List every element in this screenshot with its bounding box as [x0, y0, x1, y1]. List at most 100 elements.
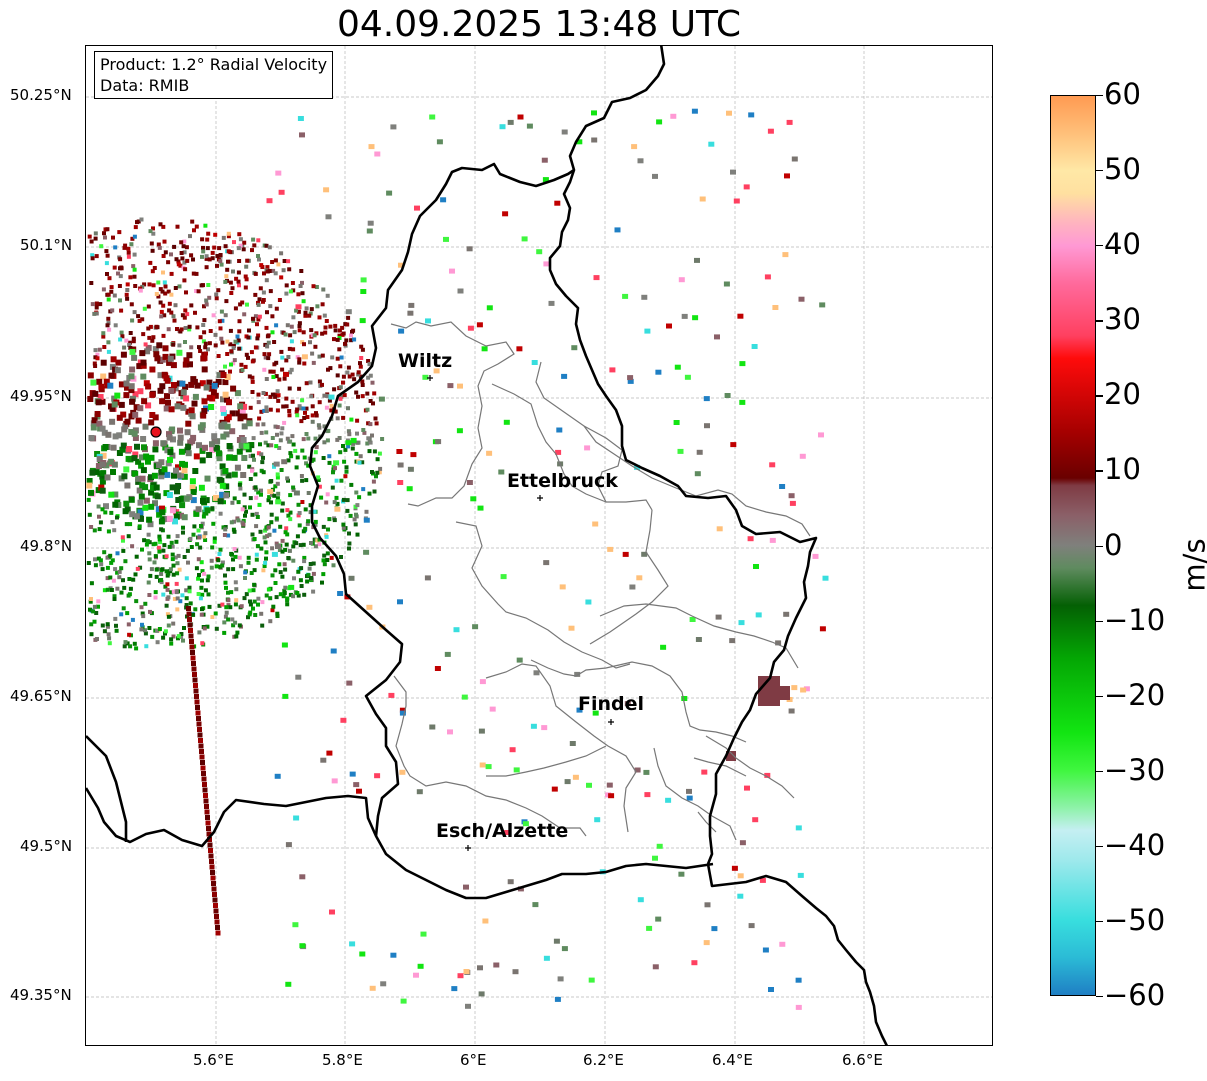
radar-echo: [220, 602, 225, 607]
radar-echo: [126, 446, 133, 452]
radar-echo: [324, 405, 329, 410]
radar-echo: [233, 339, 238, 344]
radar-echo: [107, 276, 112, 281]
radar-echo: [200, 237, 205, 242]
radar-echoes: [86, 108, 829, 1010]
radar-echo: [106, 297, 111, 302]
radar-echo: [166, 431, 172, 438]
radar-echo: [239, 604, 244, 609]
radar-echo: [138, 286, 143, 291]
radar-echo: [217, 498, 224, 505]
radar-echo: [248, 599, 252, 604]
radar-echo: [236, 518, 241, 523]
radar-echo: [275, 425, 280, 430]
radar-echo: [819, 302, 826, 308]
radar-echo: [451, 986, 458, 992]
radar-echo: [481, 346, 488, 352]
radar-echo: [134, 554, 139, 559]
radar-echo: [194, 382, 201, 389]
radar-echo: [368, 440, 373, 445]
radar-echo: [127, 577, 132, 581]
radar-echo: [678, 871, 685, 877]
radar-echo: [213, 903, 218, 908]
radar-echo: [178, 329, 183, 334]
radar-echo: [194, 224, 199, 229]
radar-echo: [224, 423, 231, 430]
radar-echo: [398, 328, 405, 334]
radar-echo: [769, 462, 776, 468]
radar-echo: [100, 452, 107, 459]
radar-echo: [187, 361, 193, 368]
radar-echo: [328, 366, 333, 371]
radar-echo: [240, 507, 245, 512]
lat-tick-label: 49.35°N: [10, 986, 72, 1004]
radar-echo: [274, 444, 279, 449]
radar-echo: [261, 290, 266, 295]
radar-echo: [366, 359, 371, 363]
radar-echo: [188, 407, 195, 414]
radar-echo: [148, 324, 153, 329]
radar-echo: [234, 390, 241, 397]
radar-echo: [212, 539, 217, 544]
radar-echo: [812, 553, 819, 559]
radar-echo: [222, 533, 227, 537]
radar-echo: [197, 732, 203, 738]
radar-echo: [178, 448, 185, 455]
radar-echo: [288, 592, 293, 597]
radar-echo: [345, 498, 350, 503]
radar-echo: [189, 303, 194, 308]
radar-echo: [119, 308, 124, 313]
radar-echo: [86, 561, 91, 565]
radar-echo: [231, 343, 236, 348]
radar-echo: [188, 633, 194, 639]
radar-echo: [482, 918, 489, 924]
radar-echo: [416, 789, 423, 795]
radar-echo: [90, 256, 95, 261]
radar-echo: [197, 727, 202, 732]
radar-echo: [299, 874, 306, 880]
radar-echo: [247, 464, 252, 469]
radar-echo: [128, 387, 135, 394]
radar-echo: [261, 422, 266, 427]
radar-echo: [219, 463, 226, 470]
radar-echo: [280, 508, 285, 513]
radar-echo: [135, 478, 142, 485]
radar-echo: [116, 450, 123, 456]
radar-echo: [327, 460, 332, 465]
radar-echo: [198, 738, 203, 743]
radar-echo: [147, 626, 152, 630]
radar-echo: [293, 490, 300, 496]
radar-echo: [295, 591, 300, 595]
radar-echo: [110, 558, 115, 563]
radar-echo: [132, 411, 139, 418]
radar-echo: [541, 157, 548, 163]
radar-echo: [256, 602, 260, 607]
radar-echo: [299, 474, 304, 478]
radar-echo: [170, 552, 175, 557]
radar-echo: [162, 345, 169, 352]
radar-echo: [670, 113, 677, 119]
radar-echo: [694, 257, 700, 263]
radar-echo: [112, 594, 117, 599]
radar-echo: [730, 169, 736, 175]
radar-echo: [103, 503, 109, 510]
radar-echo: [201, 366, 208, 373]
radar-echo: [330, 485, 335, 490]
radar-echo: [277, 377, 282, 382]
radar-echo: [301, 406, 306, 411]
map-panel[interactable]: [85, 45, 993, 1046]
radar-echo: [217, 603, 222, 608]
radar-echo: [138, 515, 144, 522]
radar-echo: [200, 569, 205, 574]
radar-echo: [174, 539, 179, 544]
radar-echo: [250, 512, 255, 517]
radar-echo: [301, 299, 306, 304]
radar-echo: [254, 552, 259, 557]
lon-tick-label: 6.6°E: [842, 1051, 883, 1069]
radar-echo: [275, 389, 280, 394]
radar-echo: [284, 358, 289, 363]
radar-echo: [317, 354, 322, 359]
radar-echo: [183, 495, 190, 502]
radar-echo: [154, 355, 161, 362]
radar-echo: [509, 747, 516, 753]
